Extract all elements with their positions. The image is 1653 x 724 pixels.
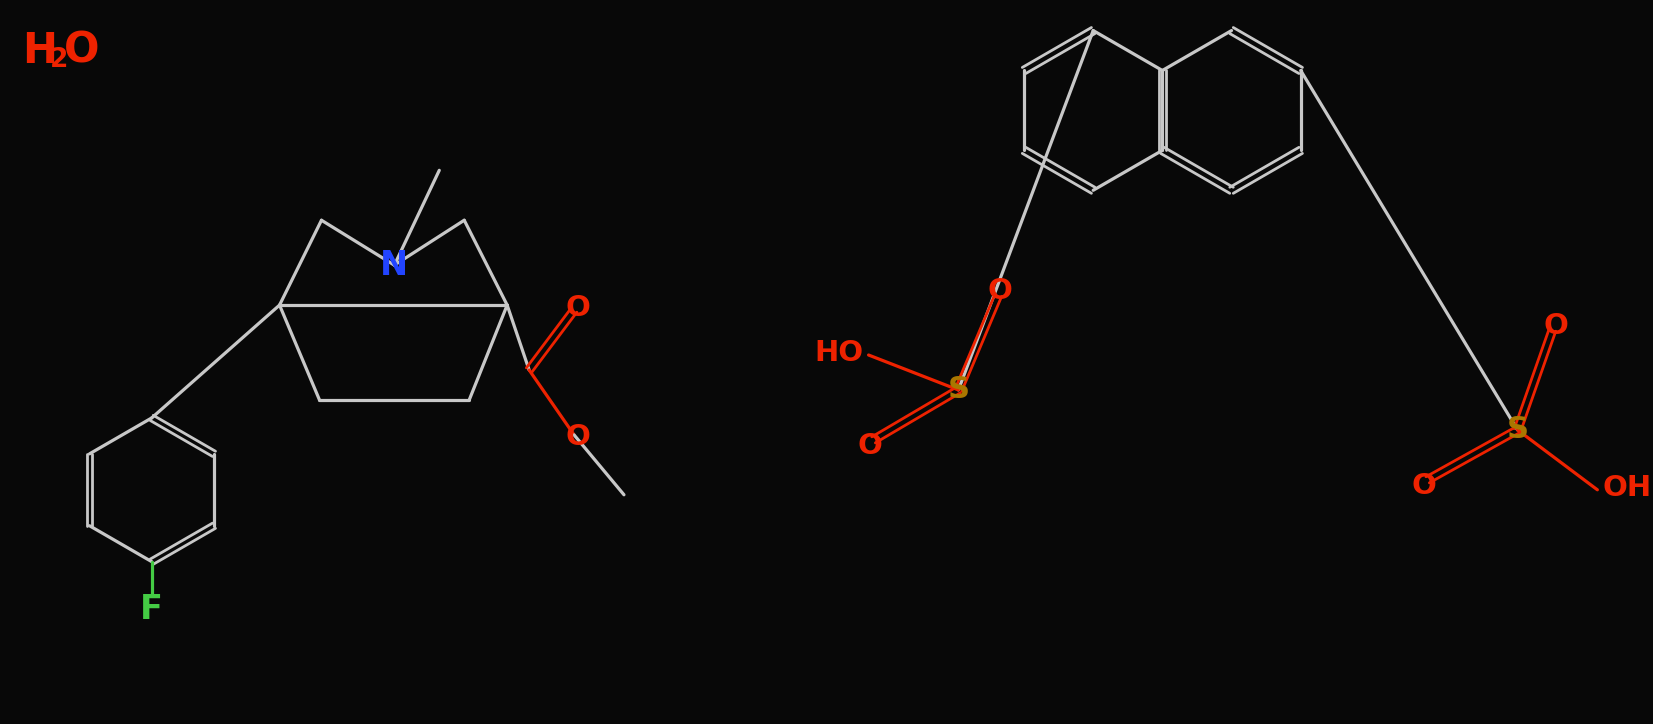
Text: OH: OH	[1603, 473, 1651, 502]
Text: S: S	[947, 376, 969, 405]
Text: H: H	[21, 30, 56, 72]
Text: O: O	[1544, 312, 1569, 340]
Text: O: O	[64, 30, 99, 72]
Text: O: O	[858, 432, 883, 460]
Text: O: O	[1412, 472, 1436, 500]
Text: N: N	[380, 248, 408, 282]
Text: 2: 2	[50, 48, 68, 74]
Text: O: O	[565, 294, 590, 322]
Text: S: S	[1506, 416, 1529, 445]
Text: F: F	[141, 593, 164, 626]
Text: O: O	[988, 277, 1013, 305]
Text: HO: HO	[813, 339, 863, 367]
Text: O: O	[565, 423, 590, 451]
